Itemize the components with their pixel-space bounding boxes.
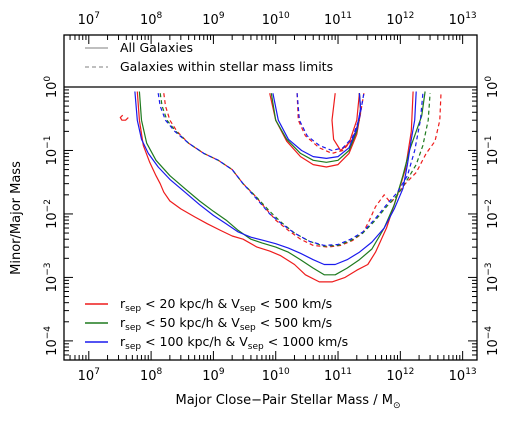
series-12-dashed-line (296, 93, 365, 152)
x-tick-label-top: 108 (140, 11, 163, 28)
style-legend-label: All Galaxies (120, 40, 193, 55)
y-tick-label-left: 10−2 (43, 199, 60, 229)
axis-ticks (63, 35, 477, 361)
series-9-solid-line (134, 91, 417, 266)
series-lines (119, 91, 442, 283)
y-axis-title: Minor/Major Mass (9, 161, 24, 275)
x-tick-label-top: 1010 (262, 11, 290, 28)
series-4-dashed-line (163, 93, 442, 248)
x-tick-label-top: 107 (78, 11, 100, 28)
x-tick-label-top: 1011 (324, 11, 352, 28)
y-tick-label-right: 10−3 (484, 263, 501, 293)
series-5-dashed-line (296, 93, 365, 154)
y-tick-label-left: 100 (43, 76, 60, 99)
y-tick-label-right: 10−2 (484, 199, 501, 229)
series-10-solid-line (272, 93, 362, 159)
x-tick-label-bottom: 109 (202, 367, 225, 384)
series-11-dashed-line (157, 93, 424, 246)
x-tick-label-top: 1013 (449, 11, 477, 28)
color-legend-label: rsep < 20 kpc/h & Vsep < 500 km/s (120, 296, 332, 314)
x-axis-title: Major Close−Pair Stellar Mass / M⊙ (176, 393, 401, 411)
x-tick-label-top: 1012 (386, 11, 414, 28)
x-tick-label-bottom: 1011 (324, 367, 352, 384)
y-tick-label-right: 10−4 (484, 326, 501, 356)
plot-frame (63, 34, 478, 361)
x-tick-label-bottom: 107 (78, 367, 100, 384)
plot-border (63, 34, 478, 361)
style-legend-label: Galaxies within stellar mass limits (120, 59, 333, 74)
series-6-solid-line (138, 91, 426, 276)
x-tick-label-top: 109 (202, 11, 225, 28)
series-7-solid-line (270, 93, 362, 163)
y-tick-label-left: 10−1 (43, 136, 60, 166)
series-8-dashed-line (159, 93, 431, 247)
y-tick-label-right: 100 (484, 76, 501, 99)
y-tick-label-left: 10−3 (43, 263, 60, 293)
y-tick-label-left: 10−4 (43, 326, 60, 356)
x-tick-label-bottom: 108 (140, 367, 163, 384)
x-tick-label-bottom: 1013 (449, 367, 477, 384)
color-legend-label: rsep < 100 kpc/h & Vsep < 1000 km/s (120, 334, 348, 352)
y-tick-label-right: 10−1 (484, 136, 501, 166)
series-0-solid-line (136, 91, 414, 283)
x-tick-label-bottom: 1010 (262, 367, 290, 384)
series-2-solid-line (331, 93, 360, 152)
color-legend-label: rsep < 50 kpc/h & Vsep < 500 km/s (120, 315, 332, 333)
x-tick-label-bottom: 1012 (386, 367, 414, 384)
style-legend: All Galaxies Galaxies within stellar mass… (85, 40, 333, 74)
tick-labels: 107 107 108 108 109 109 1010 1010 1011 1011 1012 10… (43, 11, 501, 384)
series-3-solid-line (119, 114, 129, 121)
